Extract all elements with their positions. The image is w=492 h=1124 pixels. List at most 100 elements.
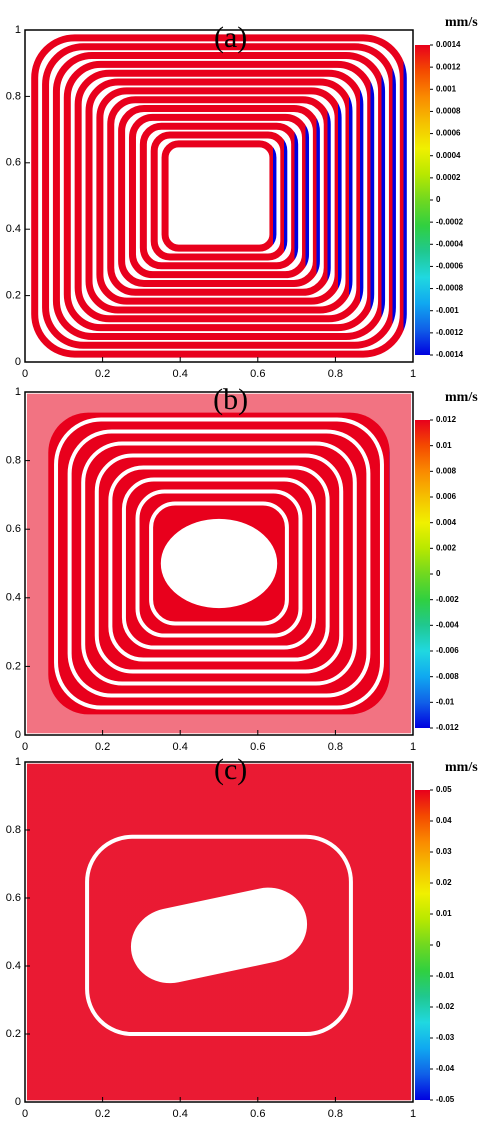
colorbar-tick-label: 0.03 — [436, 847, 452, 856]
colorbar — [415, 790, 430, 1100]
streamline — [139, 122, 299, 270]
colorbar-tick-label: -0.006 — [436, 646, 459, 655]
colorbar-tick-label: -0.02 — [436, 1002, 455, 1011]
colorbar-tick-label: 0.02 — [436, 878, 452, 887]
streamline — [85, 834, 353, 1036]
colorbar-tick-label: -0.03 — [436, 1033, 455, 1042]
colorbar-label: mm/s — [445, 390, 478, 405]
streamline — [94, 453, 344, 674]
plot-frame — [24, 761, 414, 1103]
colorbar-tick-label: 0.012 — [436, 415, 457, 424]
x-tick-label: 0.2 — [95, 741, 110, 753]
streamline — [67, 429, 371, 698]
streamline — [128, 113, 310, 279]
y-tick-label: 0.8 — [6, 824, 21, 836]
x-tick-label: 0.6 — [250, 1108, 265, 1120]
colorbar-tick-label: 0.0002 — [436, 173, 461, 182]
colorbar-tick-label: -0.001 — [436, 306, 459, 315]
streamline — [135, 489, 303, 638]
streamline — [118, 105, 320, 287]
colorbar-tick-label: 0.002 — [436, 543, 457, 552]
colorbar-label: mm/s — [445, 760, 478, 775]
x-tick-label: 0 — [22, 368, 28, 380]
colorbar-tick-label: 0.01 — [436, 441, 452, 450]
x-tick-label: 0.6 — [250, 368, 265, 380]
colorbar-tick-label: -0.01 — [436, 971, 455, 980]
y-tick-label: 0.6 — [6, 157, 21, 169]
y-tick-label: 0.2 — [6, 660, 21, 672]
y-tick-label: 0 — [15, 1096, 21, 1108]
core — [172, 162, 266, 230]
streamline — [81, 441, 357, 686]
colorbar-tick-label: -0.012 — [436, 723, 459, 732]
colorbar-tick-label: 0.0012 — [436, 62, 461, 71]
x-tick-label: 1 — [410, 741, 416, 753]
colorbar-tick-label: 0.04 — [436, 816, 452, 825]
colorbar — [415, 45, 430, 355]
colorbar-tick-label: 0.0004 — [436, 151, 461, 160]
x-tick-label: 0.2 — [95, 1108, 110, 1120]
streamline — [108, 465, 330, 662]
y-tick-label: 0.4 — [6, 223, 21, 235]
colorbar-tick-label: 0.008 — [436, 466, 457, 475]
streamline — [149, 501, 289, 626]
colorbar — [415, 420, 430, 728]
colorbar-tick-label: -0.0004 — [436, 239, 464, 248]
colorbar-tick-label: -0.0008 — [436, 284, 464, 293]
colorbar-tick-label: -0.04 — [436, 1064, 455, 1073]
y-tick-label: 1 — [15, 756, 21, 768]
x-tick-label: 0.4 — [173, 741, 188, 753]
colorbar-tick-label: 0.001 — [436, 84, 457, 93]
colorbar-tick-label: -0.0002 — [436, 217, 464, 226]
colorbar-tick-label: 0.01 — [436, 909, 452, 918]
panel-title: (c) — [214, 753, 247, 786]
x-tick-label: 0.8 — [328, 1108, 343, 1120]
y-tick-label: 0.8 — [6, 455, 21, 467]
colorbar-tick-label: -0.002 — [436, 595, 459, 604]
colorbar-label: mm/s — [445, 15, 478, 30]
plot-frame — [24, 29, 414, 363]
streamline — [74, 69, 364, 323]
colorbar-tick-label: 0 — [436, 940, 441, 949]
x-tick-label: 0.8 — [328, 368, 343, 380]
core — [160, 518, 278, 609]
y-tick-label: 1 — [15, 24, 21, 36]
streamline — [63, 60, 375, 332]
colorbar-tick-label: -0.05 — [436, 1095, 455, 1104]
x-tick-label: 0 — [22, 741, 28, 753]
colorbar-tick-label: -0.01 — [436, 697, 455, 706]
panel-title: (b) — [213, 383, 248, 416]
x-tick-label: 0.2 — [95, 368, 110, 380]
x-tick-label: 0.6 — [250, 741, 265, 753]
colorbar-tick-label: -0.0006 — [436, 262, 464, 271]
y-tick-label: 0.2 — [6, 290, 21, 302]
streamline — [31, 34, 407, 358]
colorbar-tick-label: -0.004 — [436, 620, 459, 629]
x-tick-label: 0 — [22, 1108, 28, 1120]
y-tick-label: 0.6 — [6, 523, 21, 535]
core-shape — [130, 887, 308, 984]
streamline — [107, 96, 331, 296]
colorbar-tick-label: 0.0014 — [436, 40, 461, 49]
x-tick-label: 1 — [410, 368, 416, 380]
x-tick-label: 0.4 — [173, 368, 188, 380]
x-tick-label: 1 — [410, 1108, 416, 1120]
core — [130, 887, 308, 984]
colorbar-tick-label: 0.05 — [436, 785, 452, 794]
streamline — [85, 78, 353, 314]
colorbar-tick-label: -0.0014 — [436, 350, 464, 359]
x-tick-label: 0.8 — [328, 741, 343, 753]
y-tick-label: 0 — [15, 729, 21, 741]
colorbar-tick-label: 0.006 — [436, 492, 457, 501]
streamline — [42, 43, 396, 349]
colorbar-tick-label: 0 — [436, 195, 441, 204]
colorbar-tick-label: 0.004 — [436, 518, 457, 527]
colorbar-tick-label: 0 — [436, 569, 441, 578]
streamline — [161, 140, 277, 252]
y-tick-label: 0 — [15, 356, 21, 368]
streamline — [96, 87, 342, 305]
y-tick-label: 0.2 — [6, 1028, 21, 1040]
streamline — [121, 477, 317, 650]
colorbar-tick-label: -0.0012 — [436, 328, 464, 337]
